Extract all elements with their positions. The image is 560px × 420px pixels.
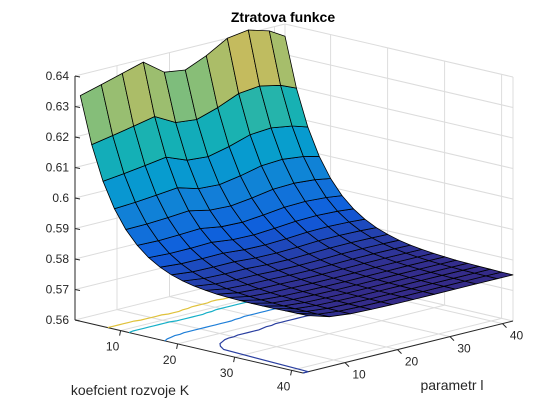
z-tick-label: 0.56 [46,313,70,327]
z-tick-label: 0.6 [52,191,69,205]
y-tick-mark [344,362,350,367]
z-tick-label: 0.59 [46,222,70,236]
x-tick-label: 10 [106,340,120,354]
floor-grid-y [116,309,346,364]
z-tick-mark [74,136,81,139]
x-tick-mark [119,330,122,336]
y-axis-line [302,320,514,374]
z-tick-mark [74,228,81,230]
floor-grid-x [291,317,502,371]
surface-layer [79,29,514,318]
x-axis-line [74,319,304,374]
z-tick-label: 0.57 [46,283,70,297]
y-tick-label: 20 [405,355,419,369]
z-tick-mark [74,289,81,291]
x-tick-mark [290,370,293,376]
wall-grid-z [284,84,514,139]
y-tick-label: 40 [510,329,524,343]
floor-grid-y [169,296,398,351]
x-axis-label: koefcient rozvoje K [71,382,190,398]
wall-grid-z [284,115,514,169]
x-tick-label: 30 [220,366,234,380]
z-tick-mark [74,106,81,108]
x-tick-mark [176,343,179,349]
y-tick-mark [449,336,455,341]
y-tick-label: 10 [352,368,366,382]
tick-layer: 0.56 0.57 0.58 0.59 0.6 0.61 0.62 0.63 0.64 10 20 3… [46,69,524,393]
y-tick-mark [502,323,507,328]
surface-face [268,30,297,89]
x-tick-label: 40 [277,379,291,393]
z-tick-label: 0.63 [46,100,70,114]
y-axis-label: parametr l [420,377,483,393]
wall-grid-z [284,23,514,78]
chart-title: Ztratova funkce [231,9,335,25]
y-tick-mark [397,349,402,354]
x-tick-label: 20 [163,353,177,367]
z-tick-mark [74,167,81,169]
z-tick-mark [74,258,81,261]
wall-grid-z [284,54,514,108]
floor-grid-x [234,304,445,358]
z-tick-label: 0.64 [46,69,70,83]
z-tick-label: 0.61 [46,161,70,175]
wall-grid-z [284,145,514,200]
z-tick-label: 0.58 [46,252,70,266]
z-tick-mark [74,197,81,200]
z-tick-mark [74,319,81,322]
x-tick-mark [233,357,236,363]
z-tick-mark [74,75,81,78]
z-tick-label: 0.62 [46,130,70,144]
y-tick-label: 30 [457,342,471,356]
